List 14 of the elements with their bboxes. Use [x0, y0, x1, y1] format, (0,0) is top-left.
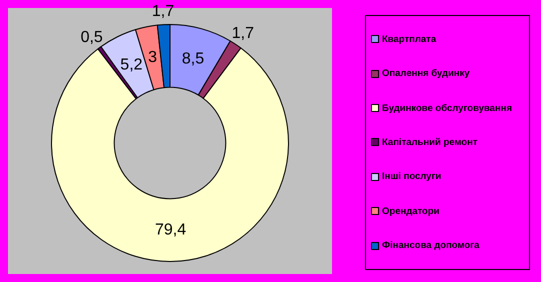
- data-label: 3: [148, 49, 158, 66]
- legend-label: Інші послуги: [382, 171, 442, 182]
- legend-label: Орендатори: [382, 206, 440, 217]
- data-label: 5,2: [120, 56, 143, 74]
- legend-label: Опалення будинку: [382, 68, 470, 80]
- data-label: 79,4: [154, 222, 186, 238]
- data-label: 0,5: [80, 28, 103, 46]
- data-label: 1,7: [232, 24, 254, 42]
- legend-label: Будинкове обслуговування: [382, 102, 512, 114]
- legend-label: Фінансова допомога: [382, 240, 480, 252]
- legend-label: Капітальний ремонт: [382, 136, 478, 148]
- data-label: 8,5: [182, 50, 204, 68]
- data-label: 1,7: [152, 3, 174, 20]
- legend-label: Квартплата: [382, 34, 436, 45]
